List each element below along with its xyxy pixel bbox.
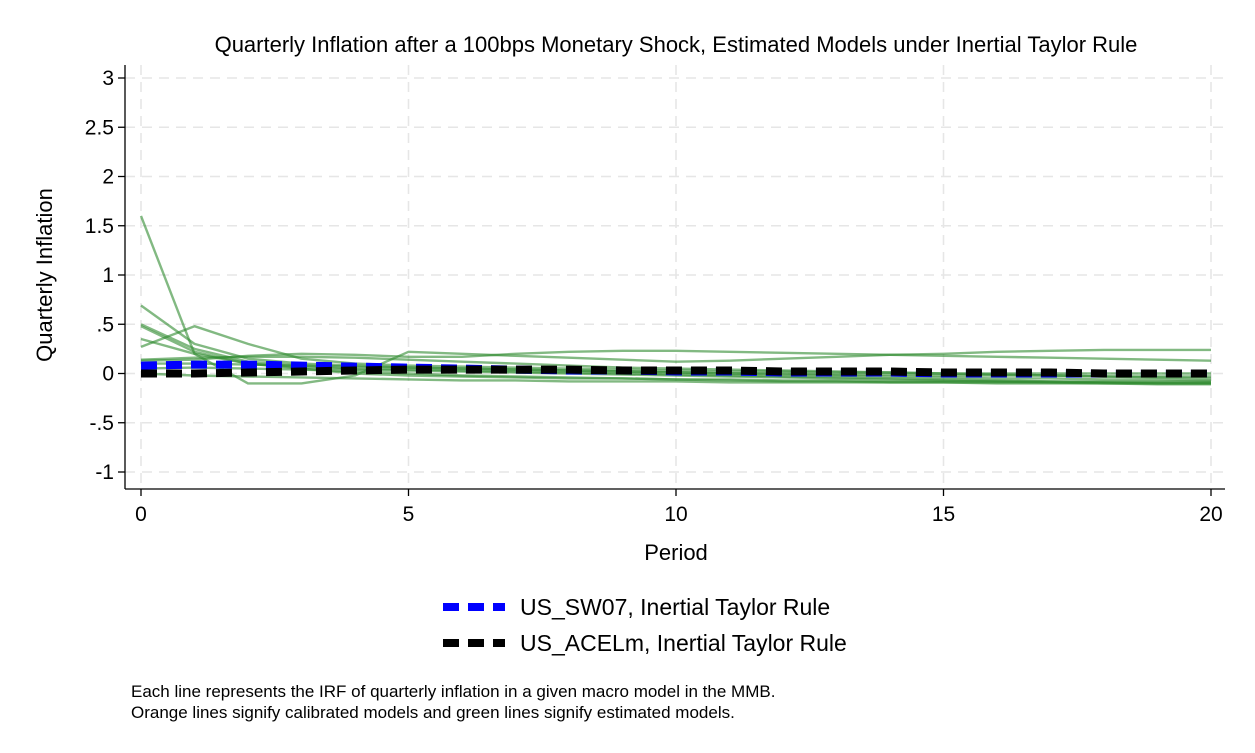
y-tick-label: 2 xyxy=(102,166,114,189)
estimated-model-line xyxy=(140,337,1211,385)
note-line-2: Orange lines signify calibrated models a… xyxy=(131,703,735,722)
x-tick-label: 20 xyxy=(1199,503,1222,526)
legend-label: US_ACELm, Inertial Taylor Rule xyxy=(520,630,847,656)
note-line-1: Each line represents the IRF of quarterl… xyxy=(131,682,775,701)
estimated-model-line xyxy=(140,349,1212,362)
y-tick-label: 1.5 xyxy=(85,215,114,238)
chart-title: Quarterly Inflation after a 100bps Monet… xyxy=(215,32,1138,57)
y-axis: -1 -.5 0 .5 1 1.5 2 2.5 3 xyxy=(85,65,126,489)
y-tick-label: 3 xyxy=(102,67,114,90)
y-tick-label: 2.5 xyxy=(85,116,114,139)
x-tick-label: 0 xyxy=(135,503,147,526)
x-tick-label: 10 xyxy=(664,503,687,526)
grid xyxy=(125,65,1225,489)
legend: US_SW07, Inertial Taylor Rule US_ACELm, I… xyxy=(443,594,847,656)
legend-label: US_SW07, Inertial Taylor Rule xyxy=(520,594,830,620)
y-tick-label: 1 xyxy=(102,264,114,287)
x-axis-title: Period xyxy=(644,540,708,565)
series-line xyxy=(141,365,1211,378)
x-tick-label: 5 xyxy=(403,503,415,526)
y-tick-label: -.5 xyxy=(89,412,114,435)
y-tick-label: 0 xyxy=(102,363,114,386)
x-axis: 0 5 10 15 20 xyxy=(125,488,1225,526)
x-tick-label: 15 xyxy=(932,503,955,526)
y-tick-label: -1 xyxy=(95,461,114,484)
highlighted-series xyxy=(140,360,1211,378)
estimated-model-line xyxy=(140,372,1211,384)
y-tick-label: .5 xyxy=(96,313,114,336)
y-axis-title: Quarterly Inflation xyxy=(32,188,57,362)
